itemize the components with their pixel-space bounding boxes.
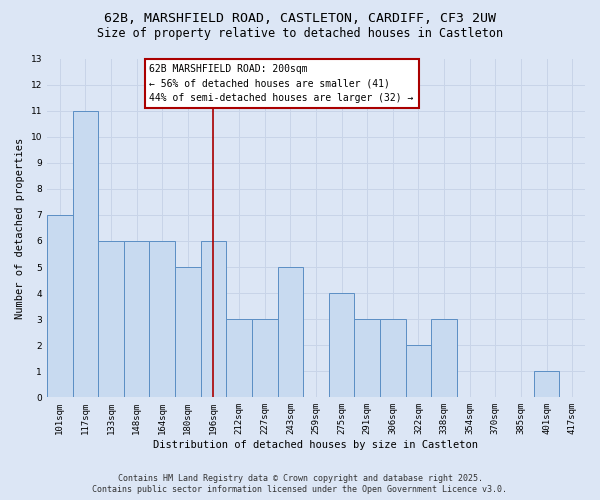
Bar <box>355 319 380 398</box>
Bar <box>252 319 278 398</box>
Bar <box>47 215 73 398</box>
Bar <box>534 372 559 398</box>
Bar <box>406 345 431 398</box>
Y-axis label: Number of detached properties: Number of detached properties <box>15 138 25 318</box>
Bar <box>226 319 252 398</box>
Bar <box>380 319 406 398</box>
Bar <box>124 241 149 398</box>
Bar <box>200 241 226 398</box>
X-axis label: Distribution of detached houses by size in Castleton: Distribution of detached houses by size … <box>154 440 478 450</box>
Bar <box>431 319 457 398</box>
Bar <box>149 241 175 398</box>
Bar <box>278 267 303 398</box>
Bar <box>175 267 200 398</box>
Bar <box>73 110 98 398</box>
Text: 62B, MARSHFIELD ROAD, CASTLETON, CARDIFF, CF3 2UW: 62B, MARSHFIELD ROAD, CASTLETON, CARDIFF… <box>104 12 496 26</box>
Bar <box>98 241 124 398</box>
Text: Contains HM Land Registry data © Crown copyright and database right 2025.
Contai: Contains HM Land Registry data © Crown c… <box>92 474 508 494</box>
Text: Size of property relative to detached houses in Castleton: Size of property relative to detached ho… <box>97 28 503 40</box>
Bar <box>329 293 355 398</box>
Text: 62B MARSHFIELD ROAD: 200sqm
← 56% of detached houses are smaller (41)
44% of sem: 62B MARSHFIELD ROAD: 200sqm ← 56% of det… <box>149 64 414 104</box>
